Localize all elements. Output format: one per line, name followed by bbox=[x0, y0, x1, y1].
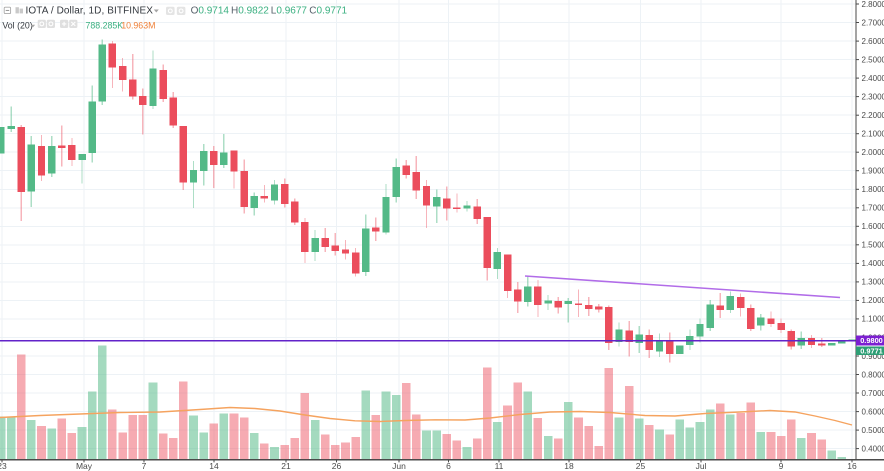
svg-text:2.6000: 2.6000 bbox=[862, 37, 884, 46]
svg-text:0.4000: 0.4000 bbox=[862, 444, 884, 453]
svg-text:6: 6 bbox=[446, 461, 451, 471]
svg-text:26: 26 bbox=[332, 461, 342, 471]
svg-text:H0.9822: H0.9822 bbox=[231, 5, 269, 16]
svg-text:7: 7 bbox=[142, 461, 147, 471]
svg-text:2.5000: 2.5000 bbox=[862, 55, 884, 64]
svg-text:0.9771: 0.9771 bbox=[860, 346, 883, 355]
svg-text:0.7000: 0.7000 bbox=[862, 389, 884, 398]
svg-text:2.3000: 2.3000 bbox=[862, 92, 884, 101]
svg-text:16: 16 bbox=[847, 461, 857, 471]
svg-text:11: 11 bbox=[495, 461, 504, 471]
svg-text:L0.9677: L0.9677 bbox=[271, 5, 308, 16]
svg-text:0.9800: 0.9800 bbox=[860, 336, 883, 345]
svg-text:1.4000: 1.4000 bbox=[862, 259, 884, 268]
svg-text:2.4000: 2.4000 bbox=[862, 74, 884, 83]
svg-text:May: May bbox=[76, 461, 93, 471]
svg-text:21: 21 bbox=[281, 461, 291, 471]
svg-text:IOTA / Dollar, 1D, BITFINEX: IOTA / Dollar, 1D, BITFINEX bbox=[26, 5, 154, 16]
svg-text:0.8000: 0.8000 bbox=[862, 370, 884, 379]
svg-text:25: 25 bbox=[636, 461, 646, 471]
svg-text:788.285K: 788.285K bbox=[86, 21, 124, 31]
svg-text:1.8000: 1.8000 bbox=[862, 185, 884, 194]
svg-text:2.0000: 2.0000 bbox=[862, 148, 884, 157]
svg-text:9: 9 bbox=[779, 461, 784, 471]
svg-text:C0.9771: C0.9771 bbox=[309, 5, 347, 16]
svg-text:1.5000: 1.5000 bbox=[862, 241, 884, 250]
svg-text:1.1000: 1.1000 bbox=[862, 315, 884, 324]
svg-text:10.963M: 10.963M bbox=[121, 21, 155, 31]
svg-text:O0.9714: O0.9714 bbox=[191, 5, 230, 16]
svg-text:0.5000: 0.5000 bbox=[862, 426, 884, 435]
svg-text:14: 14 bbox=[209, 461, 219, 471]
svg-text:1.6000: 1.6000 bbox=[862, 222, 884, 231]
svg-text:0.9000: 0.9000 bbox=[862, 352, 884, 361]
svg-text:1.7000: 1.7000 bbox=[862, 204, 884, 213]
svg-text:1.9000: 1.9000 bbox=[862, 167, 884, 176]
svg-text:0.6000: 0.6000 bbox=[862, 407, 884, 416]
svg-text:Jun: Jun bbox=[392, 461, 406, 471]
svg-text:1.3000: 1.3000 bbox=[862, 278, 884, 287]
svg-text:2.8000: 2.8000 bbox=[862, 0, 884, 9]
svg-text:2.1000: 2.1000 bbox=[862, 130, 884, 139]
svg-text:23: 23 bbox=[0, 461, 7, 471]
svg-text:Jul: Jul bbox=[696, 461, 707, 471]
svg-text:2.2000: 2.2000 bbox=[862, 111, 884, 120]
svg-text:18: 18 bbox=[564, 461, 574, 471]
svg-text:1.2000: 1.2000 bbox=[862, 296, 884, 305]
svg-text:Vol (20): Vol (20) bbox=[2, 21, 32, 31]
svg-text:2.7000: 2.7000 bbox=[862, 18, 884, 27]
